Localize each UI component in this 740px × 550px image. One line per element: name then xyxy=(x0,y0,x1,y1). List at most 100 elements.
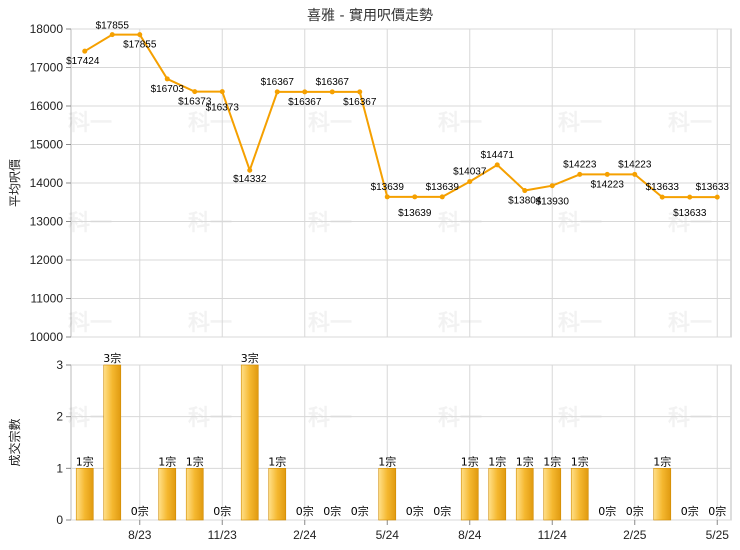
transaction-bar xyxy=(268,468,287,521)
bar-value-label: 1宗 xyxy=(186,454,204,468)
price-point-label: $16367 xyxy=(343,97,377,108)
bar-value-label: 1宗 xyxy=(268,454,286,468)
price-point-label: $13804 xyxy=(508,196,542,207)
bar-value-label: 1宗 xyxy=(488,454,506,468)
watermark-text: 科一 xyxy=(668,111,712,136)
bar-value-label: 0宗 xyxy=(296,504,314,518)
watermark-text: 科一 xyxy=(438,111,482,136)
price-point xyxy=(412,194,418,200)
transaction-bar xyxy=(488,468,507,521)
price-point xyxy=(687,194,693,200)
y-axis-title: 成交宗數 xyxy=(7,418,22,466)
price-point xyxy=(192,89,198,95)
transaction-bar xyxy=(460,468,479,521)
bar-value-label: 3宗 xyxy=(103,351,121,365)
watermark-text: 科一 xyxy=(558,211,602,236)
y-tick-label: 15000 xyxy=(30,138,64,152)
price-line xyxy=(84,33,718,199)
transaction-bar xyxy=(240,364,259,521)
bar-value-label: 1宗 xyxy=(516,454,534,468)
bar-value-label: 0宗 xyxy=(626,504,644,518)
price-point xyxy=(659,194,665,200)
x-tick-label: 2/25 xyxy=(623,528,647,542)
watermark-text: 科一 xyxy=(668,311,712,336)
price-point xyxy=(274,89,280,95)
x-tick-label: 11/24 xyxy=(538,528,567,542)
bar-value-label: 0宗 xyxy=(323,504,341,518)
price-point xyxy=(219,89,225,95)
bar-value-label: 0宗 xyxy=(406,504,424,518)
price-point-label: $13639 xyxy=(371,182,405,193)
transaction-bar xyxy=(543,468,562,521)
y-tick-label: 0 xyxy=(56,513,63,527)
watermark-text: 科一 xyxy=(438,406,482,431)
x-tick-label: 11/23 xyxy=(208,528,237,542)
x-tick-label: 5/25 xyxy=(706,528,730,542)
transaction-bar xyxy=(103,364,122,521)
watermark-text: 科一 xyxy=(558,406,602,431)
transaction-bar xyxy=(515,468,534,521)
bar-value-label: 0宗 xyxy=(708,504,726,518)
y-tick-label: 12000 xyxy=(30,253,64,267)
watermark-text: 科一 xyxy=(558,311,602,336)
price-point xyxy=(604,171,610,177)
bar-value-label: 1宗 xyxy=(461,454,479,468)
y-tick-label: 3 xyxy=(56,358,63,372)
price-point-label: $13633 xyxy=(646,182,680,193)
bar-value-label: 3宗 xyxy=(241,351,259,365)
y-tick-label: 13000 xyxy=(30,215,64,229)
price-point xyxy=(302,89,308,95)
price-point-label: $14471 xyxy=(481,150,515,161)
price-point xyxy=(467,179,473,185)
bar-value-label: 0宗 xyxy=(433,504,451,518)
watermark-text: 科一 xyxy=(188,211,232,236)
bar-value-label: 1宗 xyxy=(378,454,396,468)
bar-value-label: 1宗 xyxy=(76,454,94,468)
price-point xyxy=(549,183,555,189)
watermark-text: 科一 xyxy=(68,311,112,336)
transaction-bar xyxy=(570,468,589,521)
price-point-label: $17855 xyxy=(123,40,157,51)
price-point-label: $16373 xyxy=(178,97,212,108)
x-tick-label: 8/24 xyxy=(458,528,482,542)
transaction-bar xyxy=(75,468,94,521)
y-tick-label: 10000 xyxy=(30,330,64,344)
price-point-label: $13639 xyxy=(398,208,432,219)
y-tick-label: 16000 xyxy=(30,99,64,113)
chart-title: 喜雅 - 實用呎價走勢 xyxy=(307,7,433,24)
price-point-label: $16367 xyxy=(261,77,295,88)
price-point xyxy=(82,48,88,54)
price-point-label: $16367 xyxy=(288,97,322,108)
bar-value-label: 0宗 xyxy=(681,504,699,518)
bar-value-label: 0宗 xyxy=(131,504,149,518)
bar-value-label: 1宗 xyxy=(543,454,561,468)
price-point-label: $16367 xyxy=(316,77,350,88)
transaction-bar xyxy=(185,468,204,521)
y-tick-label: 18000 xyxy=(30,22,64,36)
price-point xyxy=(137,32,143,38)
x-tick-label: 2/24 xyxy=(293,528,317,542)
price-point xyxy=(357,89,363,95)
price-point-label: $13639 xyxy=(426,182,460,193)
price-point-label: $14223 xyxy=(563,159,597,170)
bar-value-label: 1宗 xyxy=(571,454,589,468)
y-axis-title: 平均呎價 xyxy=(8,159,22,207)
price-point-label: $14223 xyxy=(591,179,625,190)
y-tick-label: 2 xyxy=(56,410,63,424)
transaction-bar xyxy=(378,468,397,521)
watermark-text: 科一 xyxy=(308,211,352,236)
watermark-text: 科一 xyxy=(308,311,352,336)
price-point-label: $17424 xyxy=(66,56,100,67)
watermark-text: 科一 xyxy=(68,111,112,136)
price-point-label: $13633 xyxy=(696,182,730,193)
watermark-text: 科一 xyxy=(438,211,482,236)
x-tick-label: 8/23 xyxy=(128,528,152,542)
watermark-text: 科一 xyxy=(308,111,352,136)
watermark-text: 科一 xyxy=(188,406,232,431)
bar-value-label: 1宗 xyxy=(158,454,176,468)
watermark-text: 科一 xyxy=(188,111,232,136)
price-point xyxy=(632,171,638,177)
watermark-text: 科一 xyxy=(188,311,232,336)
price-point xyxy=(164,76,170,82)
